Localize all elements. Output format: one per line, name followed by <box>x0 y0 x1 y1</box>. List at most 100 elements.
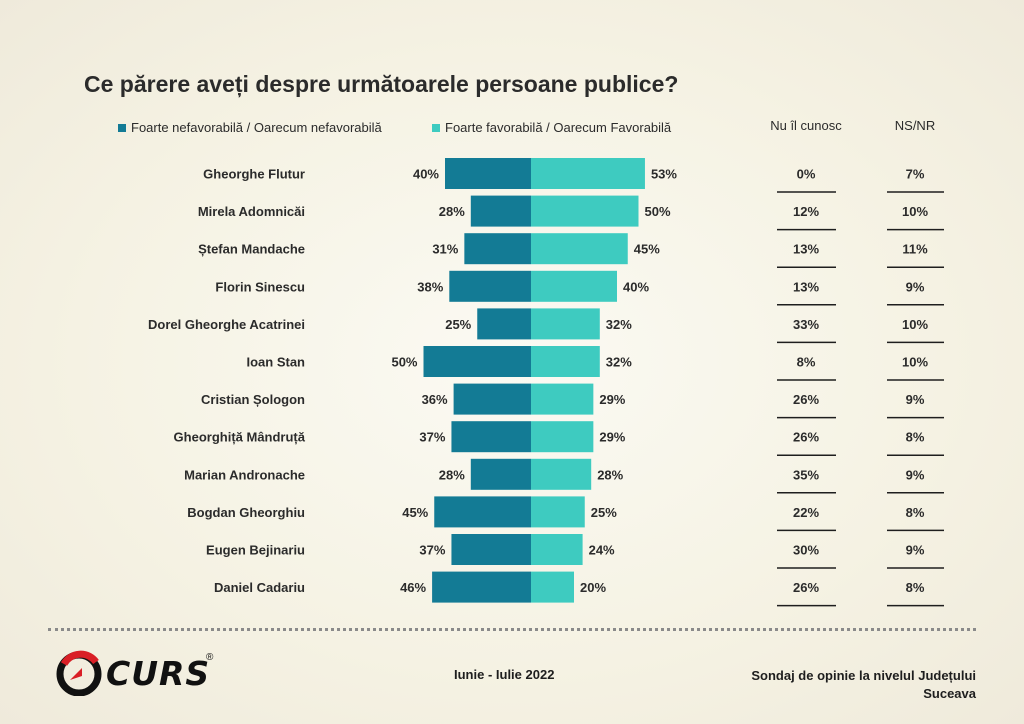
row-label: Florin Sinescu <box>215 279 305 294</box>
survey-description-line1: Sondaj de opinie la nivelul Județului <box>751 668 976 683</box>
data-label-unfavorable: 45% <box>402 505 428 520</box>
value-nsnr: 10% <box>902 204 928 219</box>
bar-favorable <box>531 195 639 227</box>
row-label: Dorel Gheorghe Acatrinei <box>148 317 305 332</box>
bar-favorable <box>531 496 585 528</box>
data-label-favorable: 24% <box>589 543 615 558</box>
value-nsnr: 8% <box>906 430 925 445</box>
legend-unfavorable: Foarte nefavorabilă / Oarecum nefavorabi… <box>118 120 382 135</box>
bar-favorable <box>531 458 592 490</box>
legend-favorable: Foarte favorabilă / Oarecum Favorabilă <box>432 120 671 135</box>
value-nsnr: 9% <box>906 543 925 558</box>
data-label-unfavorable: 37% <box>419 430 445 445</box>
row-label: Mirela Adomnicăi <box>198 204 305 219</box>
chart-area: Gheorghe Flutur 40% 53% 0% 7% Mirela Adomnică… <box>148 158 944 607</box>
legend-label-favorable: Foarte favorabilă / Oarecum Favorabilă <box>445 120 672 135</box>
legend-swatch-favorable <box>432 123 440 132</box>
value-unknown: 30% <box>793 543 819 558</box>
value-unknown: 26% <box>793 430 819 445</box>
column-header-unknown: Nu îl cunosc <box>770 118 842 133</box>
data-label-unfavorable: 28% <box>439 204 465 219</box>
value-nsnr: 10% <box>902 355 928 370</box>
bar-unfavorable <box>432 571 531 603</box>
value-unknown: 35% <box>793 467 819 482</box>
bar-unfavorable <box>451 421 531 453</box>
bar-favorable <box>531 233 628 265</box>
bar-favorable <box>531 571 574 603</box>
bar-favorable <box>531 383 594 415</box>
survey-description-line2: Suceava <box>923 686 976 701</box>
data-label-favorable: 20% <box>580 580 606 595</box>
data-label-unfavorable: 40% <box>413 167 439 182</box>
data-label-favorable: 28% <box>597 467 623 482</box>
data-label-unfavorable: 36% <box>422 392 448 407</box>
bar-favorable <box>531 270 617 302</box>
row-label: Eugen Bejinariu <box>206 543 305 558</box>
value-unknown: 0% <box>797 167 816 182</box>
row-label: Marian Andronache <box>184 467 305 482</box>
bar-favorable <box>531 534 583 565</box>
data-label-favorable: 32% <box>606 355 632 370</box>
footer-divider <box>48 628 976 631</box>
value-unknown: 13% <box>793 279 819 294</box>
bar-favorable <box>531 308 600 340</box>
curs-logo: CURS ® <box>56 650 226 700</box>
survey-description: Sondaj de opinie la nivelul Județului Su… <box>751 667 976 703</box>
row-label: Ioan Stan <box>246 355 305 370</box>
survey-period: Iunie - Iulie 2022 <box>454 667 555 682</box>
bar-favorable <box>531 421 594 453</box>
value-unknown: 26% <box>793 392 819 407</box>
value-unknown: 33% <box>793 317 819 332</box>
data-label-unfavorable: 25% <box>445 317 471 332</box>
bar-favorable <box>531 158 645 189</box>
value-nsnr: 8% <box>906 580 925 595</box>
value-unknown: 12% <box>793 204 819 219</box>
bar-unfavorable <box>423 346 531 377</box>
bar-unfavorable <box>477 308 531 340</box>
bar-unfavorable <box>451 534 531 565</box>
row-label: Ștefan Mandache <box>198 242 305 257</box>
data-label-favorable: 25% <box>591 505 617 520</box>
value-nsnr: 9% <box>906 392 925 407</box>
row-label: Bogdan Gheorghiu <box>187 505 305 520</box>
data-label-favorable: 45% <box>634 242 660 257</box>
data-label-unfavorable: 31% <box>432 242 458 257</box>
value-nsnr: 10% <box>902 317 928 332</box>
bar-unfavorable <box>464 233 531 265</box>
data-label-favorable: 32% <box>606 317 632 332</box>
value-unknown: 26% <box>793 580 819 595</box>
bar-favorable <box>531 346 600 377</box>
value-nsnr: 7% <box>906 167 925 182</box>
data-label-unfavorable: 38% <box>417 279 443 294</box>
legend-label-unfavorable: Foarte nefavorabilă / Oarecum nefavorabi… <box>131 120 382 135</box>
chart-title: Ce părere aveți despre următoarele perso… <box>84 71 679 97</box>
value-unknown: 22% <box>793 505 819 520</box>
value-unknown: 13% <box>793 242 819 257</box>
bar-unfavorable <box>470 195 531 227</box>
row-label: Gheorghiță Mândruță <box>174 430 306 445</box>
value-nsnr: 8% <box>906 505 925 520</box>
value-nsnr: 9% <box>906 279 925 294</box>
value-unknown: 8% <box>797 355 816 370</box>
data-label-unfavorable: 28% <box>439 467 465 482</box>
row-label: Gheorghe Flutur <box>203 167 305 182</box>
column-header-nsnr: NS/NR <box>894 118 936 133</box>
value-nsnr: 11% <box>902 242 928 257</box>
bar-unfavorable <box>449 270 531 302</box>
data-label-unfavorable: 37% <box>419 543 445 558</box>
data-label-favorable: 29% <box>599 392 625 407</box>
data-label-favorable: 40% <box>623 279 649 294</box>
legend-swatch-unfavorable <box>118 123 126 132</box>
data-label-unfavorable: 50% <box>391 355 417 370</box>
curs-logo-icon <box>56 650 102 696</box>
bar-unfavorable <box>453 383 531 415</box>
value-nsnr: 9% <box>906 467 925 482</box>
bar-unfavorable <box>470 458 531 490</box>
bar-unfavorable <box>434 496 531 528</box>
data-label-favorable: 53% <box>651 167 677 182</box>
registered-mark: ® <box>206 652 214 663</box>
data-label-favorable: 29% <box>599 430 625 445</box>
data-label-unfavorable: 46% <box>400 580 426 595</box>
data-label-favorable: 50% <box>645 204 671 219</box>
logo-text: CURS <box>106 654 211 693</box>
